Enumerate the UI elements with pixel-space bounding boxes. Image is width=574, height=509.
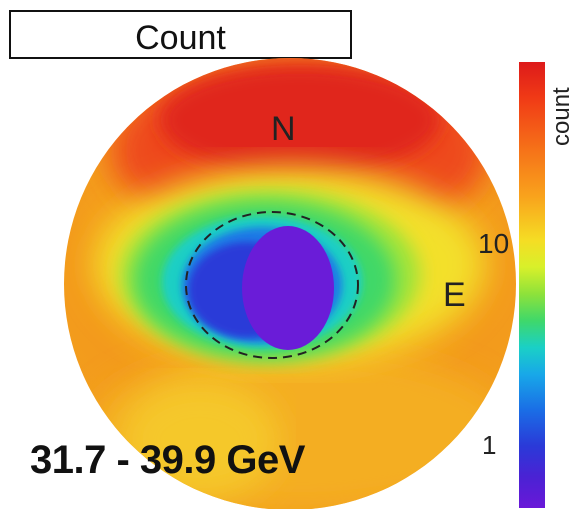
deficit-region (242, 226, 334, 350)
chart-title: Count (135, 19, 226, 57)
east-label: E (443, 276, 466, 314)
colorbar-label: count (548, 87, 574, 146)
colorbar-tick-label: 1 (482, 430, 497, 460)
colorbar-tick-label: 10 (478, 228, 510, 259)
colorbar-label-wrap: count (546, 58, 574, 148)
colorbar (519, 62, 545, 508)
sky-map-disk (64, 58, 516, 509)
north-label: N (271, 110, 296, 148)
chart-title-box: Count (9, 10, 352, 59)
energy-range-label: 31.7 - 39.9 GeV (30, 438, 305, 482)
dashed-contour (185, 211, 359, 359)
